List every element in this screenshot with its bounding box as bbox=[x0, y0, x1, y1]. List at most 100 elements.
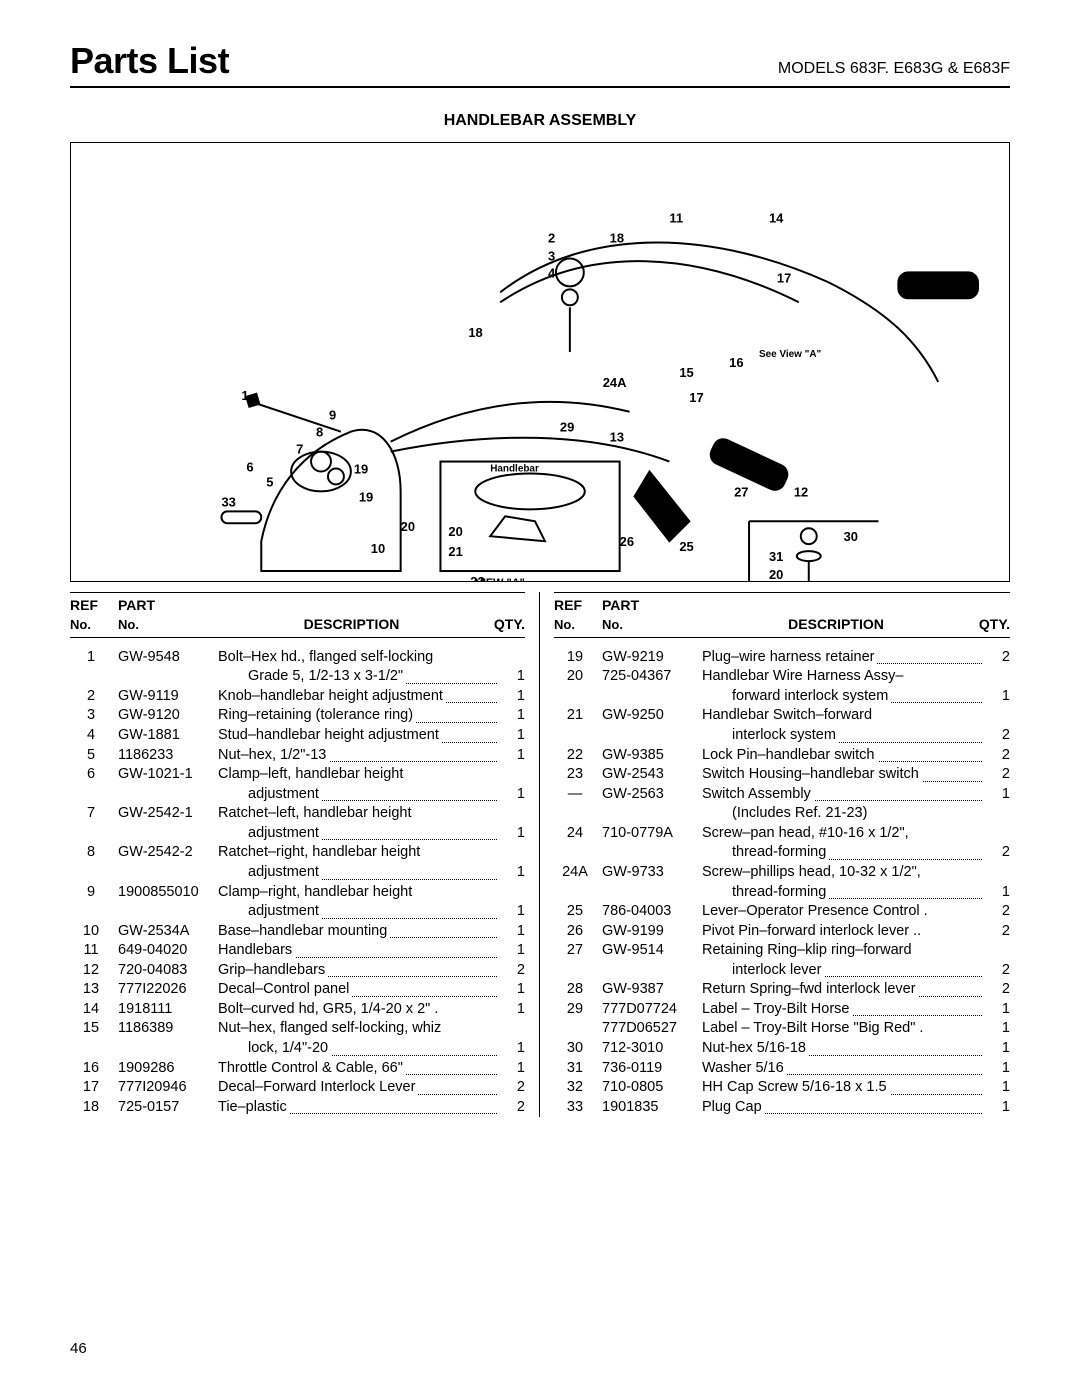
cell-ref: 26 bbox=[554, 922, 602, 942]
cell-ref: 5 bbox=[70, 746, 118, 766]
cell-desc: Handlebar Switch–forward bbox=[702, 706, 982, 726]
table-row: interlock lever2 bbox=[554, 961, 1010, 981]
cell-part: GW-2543 bbox=[602, 765, 702, 785]
table-row: 2GW-9119Knob–handlebar height adjustment… bbox=[70, 687, 525, 707]
svg-text:24A: 24A bbox=[603, 375, 627, 390]
cell-part: 725-04367 bbox=[602, 667, 702, 687]
cell-part: GW-9548 bbox=[118, 648, 218, 668]
cell-desc: adjustment bbox=[218, 902, 497, 922]
table-row: adjustment1 bbox=[70, 902, 525, 922]
svg-text:3: 3 bbox=[548, 248, 555, 263]
cell-desc: Knob–handlebar height adjustment bbox=[218, 687, 497, 707]
page-number: 46 bbox=[70, 1340, 87, 1357]
cell-qty: 2 bbox=[982, 961, 1010, 981]
cell-desc: Switch Assembly bbox=[702, 785, 982, 805]
cell-desc: thread-forming bbox=[702, 843, 982, 863]
cell-qty: 1 bbox=[982, 785, 1010, 805]
svg-text:VIEW "A": VIEW "A" bbox=[476, 577, 525, 581]
table-row: adjustment1 bbox=[70, 863, 525, 883]
cell-part: 725-0157 bbox=[118, 1098, 218, 1118]
cell-part: 1186389 bbox=[118, 1019, 218, 1039]
cell-desc: Lock Pin–handlebar switch bbox=[702, 746, 982, 766]
cell-qty: 1 bbox=[497, 706, 525, 726]
svg-text:20: 20 bbox=[401, 519, 415, 534]
cell-ref: 17 bbox=[70, 1078, 118, 1098]
svg-text:5: 5 bbox=[266, 474, 273, 489]
svg-text:28: 28 bbox=[749, 464, 763, 479]
cell-qty: 1 bbox=[497, 667, 525, 687]
cell-part: GW-2563 bbox=[602, 785, 702, 805]
cell-part: GW-9199 bbox=[602, 922, 702, 942]
cell-qty: 1 bbox=[982, 883, 1010, 903]
cell-desc: Bolt–Hex hd., flanged self-locking bbox=[218, 648, 497, 668]
cell-qty: 1 bbox=[497, 1000, 525, 1020]
th-desc: DESCRIPTION bbox=[788, 616, 884, 632]
table-row: 4GW-1881Stud–handlebar height adjustment… bbox=[70, 726, 525, 746]
svg-text:15: 15 bbox=[679, 365, 693, 380]
th-ref: REF bbox=[70, 597, 98, 613]
cell-part: 720-04083 bbox=[118, 961, 218, 981]
cell-desc: Plug Cap bbox=[702, 1098, 982, 1118]
cell-desc: Ratchet–right, handlebar height bbox=[218, 843, 497, 863]
cell-qty: 2 bbox=[982, 765, 1010, 785]
cell-desc: adjustment bbox=[218, 824, 497, 844]
cell-part: 777I20946 bbox=[118, 1078, 218, 1098]
svg-text:18: 18 bbox=[468, 325, 482, 340]
table-row: interlock system2 bbox=[554, 726, 1010, 746]
table-row: 29777D07724Label – Troy-Bilt Horse1 bbox=[554, 1000, 1010, 1020]
svg-text:See View "A": See View "A" bbox=[759, 349, 822, 360]
cell-desc: interlock system bbox=[702, 726, 982, 746]
cell-ref: 27 bbox=[554, 941, 602, 961]
cell-desc: Label – Troy-Bilt Horse "Big Red" . bbox=[702, 1019, 982, 1039]
svg-text:21: 21 bbox=[448, 544, 462, 559]
svg-text:8: 8 bbox=[316, 425, 323, 440]
cell-ref: 10 bbox=[70, 922, 118, 942]
svg-text:7: 7 bbox=[296, 442, 303, 457]
svg-text:26: 26 bbox=[620, 534, 634, 549]
cell-ref: 24 bbox=[554, 824, 602, 844]
table-row: 12720-04083Grip–handlebars2 bbox=[70, 961, 525, 981]
cell-part: 712-3010 bbox=[602, 1039, 702, 1059]
table-row: 51186233Nut–hex, 1/2"-131 bbox=[70, 746, 525, 766]
cell-qty: 1 bbox=[982, 1039, 1010, 1059]
cell-desc: Screw–pan head, #10-16 x 1/2", bbox=[702, 824, 982, 844]
cell-desc: adjustment bbox=[218, 785, 497, 805]
parts-tables: REF No. PART No. DESCRIPTION QTY. 1GW-95… bbox=[70, 592, 1010, 1117]
cell-ref: 23 bbox=[554, 765, 602, 785]
table-row: 28GW-9387Return Spring–fwd interlock lev… bbox=[554, 980, 1010, 1000]
table-row: 18725-0157Tie–plastic2 bbox=[70, 1098, 525, 1118]
cell-part: 710-0779A bbox=[602, 824, 702, 844]
cell-desc: Stud–handlebar height adjustment bbox=[218, 726, 497, 746]
cell-desc: Lever–Operator Presence Control . bbox=[702, 902, 982, 922]
cell-part: GW-9219 bbox=[602, 648, 702, 668]
cell-qty: 2 bbox=[982, 726, 1010, 746]
svg-text:10: 10 bbox=[371, 541, 385, 556]
th-desc: DESCRIPTION bbox=[304, 616, 400, 632]
cell-desc: Plug–wire harness retainer bbox=[702, 648, 982, 668]
cell-ref: 14 bbox=[70, 1000, 118, 1020]
header: Parts List MODELS 683F. E683G & E683F bbox=[70, 40, 1010, 88]
cell-ref: 3 bbox=[70, 706, 118, 726]
cell-part: 1909286 bbox=[118, 1059, 218, 1079]
cell-qty: 1 bbox=[497, 746, 525, 766]
table-row: 27GW-9514Retaining Ring–klip ring–forwar… bbox=[554, 941, 1010, 961]
svg-text:16: 16 bbox=[729, 355, 743, 370]
cell-desc: Switch Housing–handlebar switch bbox=[702, 765, 982, 785]
cell-ref: 25 bbox=[554, 902, 602, 922]
cell-ref: 2 bbox=[70, 687, 118, 707]
cell-desc: (Includes Ref. 21-23) bbox=[702, 804, 982, 824]
cell-desc: Base–handlebar mounting bbox=[218, 922, 497, 942]
cell-part: GW-9514 bbox=[602, 941, 702, 961]
cell-desc: HH Cap Screw 5/16-18 x 1.5 bbox=[702, 1078, 982, 1098]
cell-desc: Screw–phillips head, 10-32 x 1/2", bbox=[702, 863, 982, 883]
svg-text:31: 31 bbox=[769, 549, 783, 564]
table-row: 151186389Nut–hex, flanged self-locking, … bbox=[70, 1019, 525, 1039]
th-part: PART bbox=[602, 597, 639, 613]
table-row: —GW-2563Switch Assembly1 bbox=[554, 785, 1010, 805]
table-row: 25786-04003Lever–Operator Presence Contr… bbox=[554, 902, 1010, 922]
svg-text:20: 20 bbox=[769, 567, 783, 581]
table-row: 22GW-9385Lock Pin–handlebar switch2 bbox=[554, 746, 1010, 766]
cell-part: 1900855010 bbox=[118, 883, 218, 903]
table-row: 24710-0779AScrew–pan head, #10-16 x 1/2"… bbox=[554, 824, 1010, 844]
table-row: 161909286Throttle Control & Cable, 66"1 bbox=[70, 1059, 525, 1079]
